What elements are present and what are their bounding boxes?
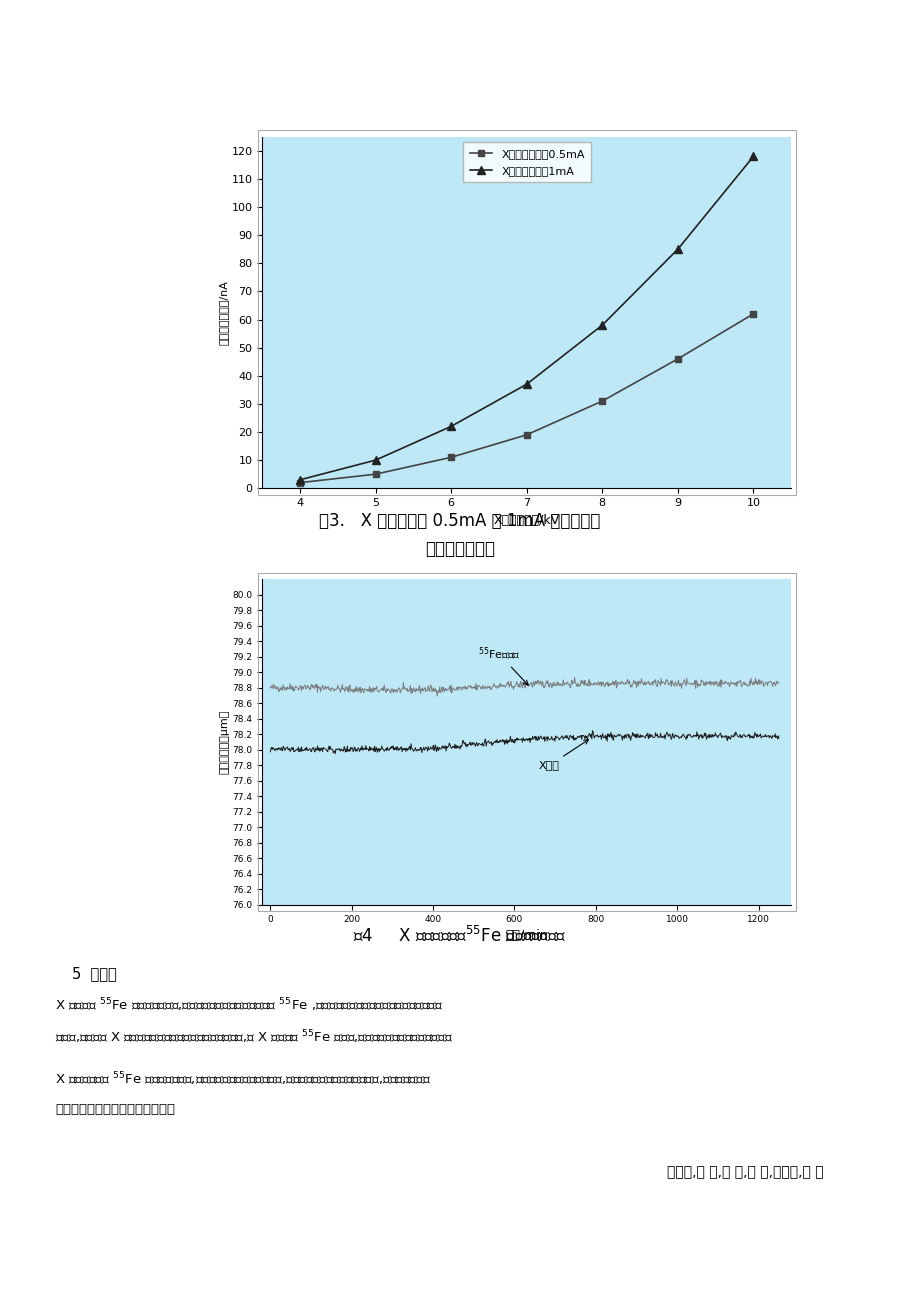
X射线管电流为0.5mA <box>294 475 305 491</box>
X射线管电流为1mA <box>445 418 456 434</box>
X射线管电流为1mA <box>672 241 683 256</box>
X射线管电流为0.5mA <box>747 306 758 322</box>
Y-axis label: 薄膜厚度／（μm）: 薄膜厚度／（μm） <box>220 710 230 775</box>
Line: X射线管电流为1mA: X射线管电流为1mA <box>296 152 756 484</box>
X射线管电流为0.5mA <box>520 427 531 443</box>
X-axis label: 时间/min: 时间/min <box>505 930 548 943</box>
Text: X射线: X射线 <box>539 740 588 771</box>
X射线管电流为0.5mA <box>672 352 683 367</box>
X射线管电流为0.5mA <box>369 466 380 482</box>
X-axis label: X射线管电压/kV: X射线管电压/kV <box>494 513 559 526</box>
Text: 图3.   X 射线管流为 0.5mA 和 1mA 时的管电压: 图3. X 射线管流为 0.5mA 和 1mA 时的管电压 <box>319 512 600 530</box>
Text: 稳定等方面带来巨大的社会效益。: 稳定等方面带来巨大的社会效益。 <box>55 1103 175 1116</box>
Text: 侯跃新,李 岩,肖 丹,李 钢,周冬亮,杨 斌: 侯跃新,李 岩,肖 丹,李 钢,周冬亮,杨 斌 <box>666 1165 823 1180</box>
X射线管电流为1mA <box>369 452 380 467</box>
Text: 批手续,使用低能 X 射线装置只需在环保部门备案即可。同时,用 X 射线替代 $^{55}$Fe 放射源,减少了用户更换放射源的成本。: 批手续,使用低能 X 射线装置只需在环保部门备案即可。同时,用 X 射线替代 $… <box>55 1029 453 1047</box>
Text: X 射线替代 $^{55}$Fe 放射源的测厚仪,在仪器的性能指标上还要略优于 $^{55}$Fe ,而且不需要像使用放射源那样办理繁琐的审: X 射线替代 $^{55}$Fe 放射源的测厚仪,在仪器的性能指标上还要略优于 … <box>55 996 443 1014</box>
Text: 5  结束语: 5 结束语 <box>72 966 117 982</box>
X射线管电流为0.5mA <box>596 393 607 409</box>
Line: X射线管电流为0.5mA: X射线管电流为0.5mA <box>296 310 756 486</box>
Text: X 射线测厚仪较 $^{55}$Fe 测厚仪更加安全,减少了用户的管理难度和成本,更大大降低了核事故的发生几率,为社会的安全和: X 射线测厚仪较 $^{55}$Fe 测厚仪更加安全,减少了用户的管理难度和成本… <box>55 1070 431 1088</box>
X射线管电流为1mA <box>747 148 758 164</box>
Text: $^{55}$Fe放射源: $^{55}$Fe放射源 <box>477 646 528 685</box>
X射线管电流为1mA <box>294 473 305 488</box>
Legend: X射线管电流为0.5mA, X射线管电流为1mA: X射线管电流为0.5mA, X射线管电流为1mA <box>463 142 591 182</box>
Text: 图4     X 射线测厚仪与$^{55}$Fe 测厚仪数据对比: 图4 X 射线测厚仪与$^{55}$Fe 测厚仪数据对比 <box>353 926 566 944</box>
X射线管电流为0.5mA <box>445 449 456 465</box>
Y-axis label: 电离室输出电流/nA: 电离室输出电流/nA <box>219 280 228 345</box>
Text: 与所测电流曲线: 与所测电流曲线 <box>425 540 494 559</box>
X射线管电流为1mA <box>520 376 531 392</box>
X射线管电流为1mA <box>596 318 607 333</box>
